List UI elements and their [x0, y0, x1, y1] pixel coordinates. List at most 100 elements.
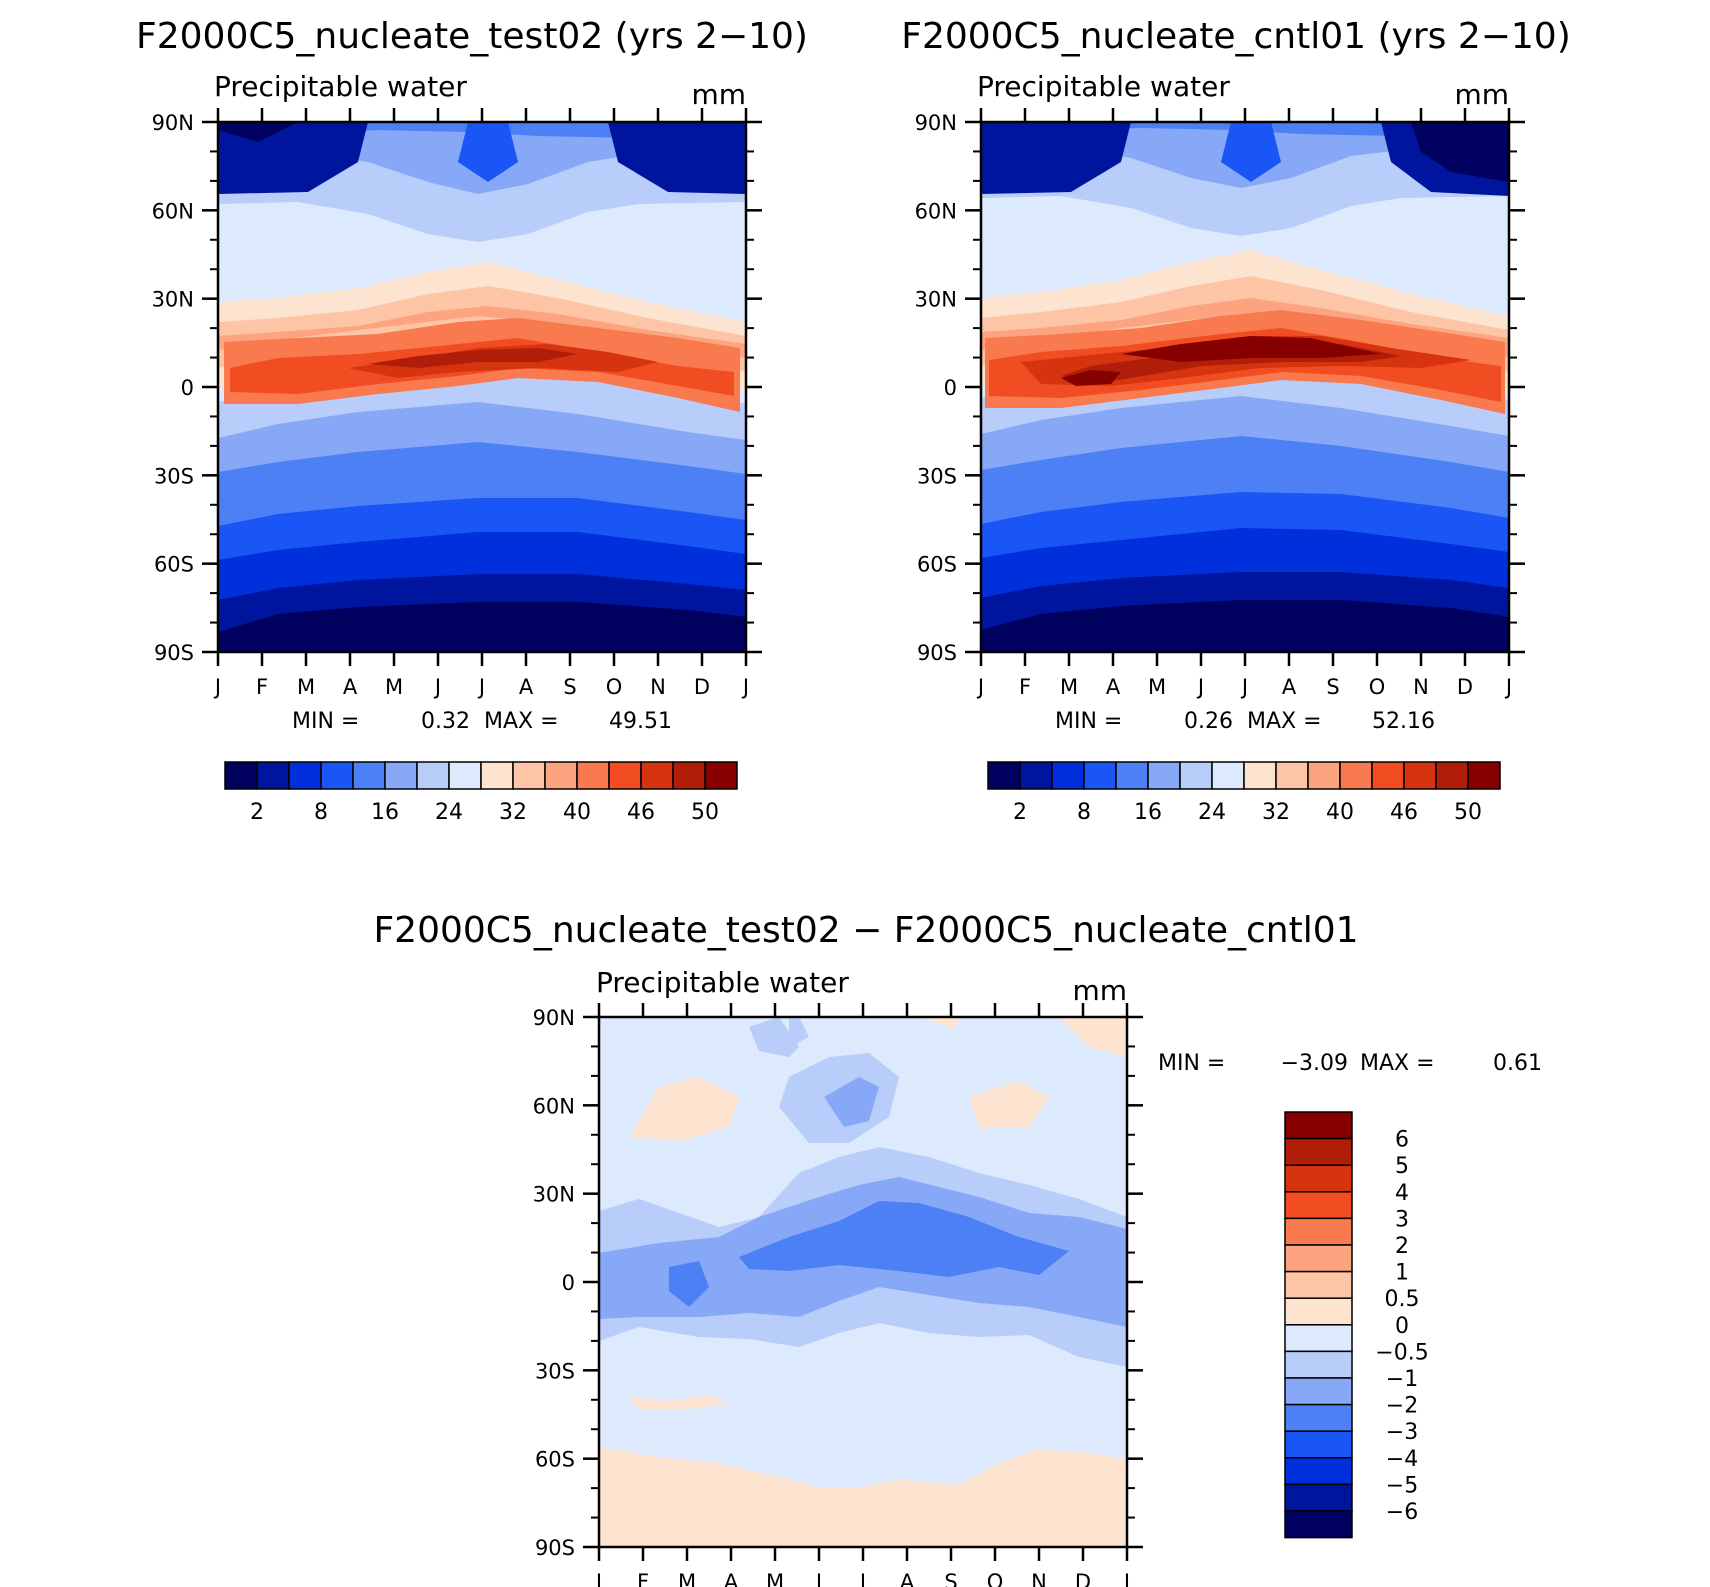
- colorbar-label: 46: [627, 800, 655, 825]
- x-tick-label: A: [1106, 675, 1121, 699]
- colorbar-box: [544, 761, 578, 790]
- panel-a-ticks: [202, 108, 762, 666]
- colorbar-label: 40: [563, 800, 591, 825]
- panel-b-min-value: 0.26: [1184, 709, 1233, 734]
- colorbar-box: [987, 761, 1021, 790]
- x-tick-label: J: [741, 675, 749, 699]
- x-tick-label: M: [297, 675, 315, 699]
- colorbar-label: −3: [1386, 1420, 1418, 1445]
- colorbar-label: 2: [1395, 1234, 1409, 1259]
- x-tick-label: J: [1122, 1570, 1130, 1587]
- panel-c-min-label: MIN =: [1158, 1051, 1225, 1076]
- colorbar-label: 4: [1395, 1181, 1409, 1206]
- x-tick-label: J: [814, 1570, 822, 1587]
- colorbar-label: 0: [1395, 1314, 1409, 1339]
- colorbar-label: 32: [499, 800, 527, 825]
- panel-c-title: F2000C5_nucleate_test02 − F2000C5_nuclea…: [373, 910, 1358, 951]
- colorbar-box: [1435, 761, 1469, 790]
- colorbar-label: −5: [1386, 1473, 1418, 1498]
- colorbar-box: [1284, 1191, 1353, 1220]
- panel-c-max-label: MAX =: [1360, 1051, 1435, 1076]
- colorbar-box: [1284, 1457, 1353, 1486]
- colorbar-label: −2: [1386, 1394, 1418, 1419]
- y-tick-label: 90N: [533, 1006, 575, 1030]
- panel-a-min-label: MIN =: [292, 709, 359, 734]
- colorbar-label: 40: [1326, 800, 1354, 825]
- x-tick-label: M: [385, 675, 403, 699]
- x-tick-label: D: [1075, 1570, 1091, 1587]
- x-tick-label: N: [1031, 1570, 1047, 1587]
- colorbar-box: [1284, 1430, 1353, 1459]
- y-tick-label: 30S: [535, 1359, 575, 1383]
- colorbar-box: [256, 761, 290, 790]
- colorbar-box: [1403, 761, 1437, 790]
- y-tick-label: 0: [181, 376, 194, 400]
- colorbar-box: [1211, 761, 1245, 790]
- colorbar-label: 8: [1077, 800, 1091, 825]
- colorbar-box: [1284, 1403, 1353, 1432]
- colorbar-box: [1467, 761, 1501, 790]
- panel-a-y-labels: 90N 60N 30N 0 30S 60S 90S: [152, 111, 194, 665]
- colorbar-box: [1284, 1111, 1353, 1140]
- y-tick-label: 60S: [917, 553, 957, 577]
- x-tick-label: M: [1060, 675, 1078, 699]
- colorbar-box: [1371, 761, 1405, 790]
- colorbar-label: 16: [1134, 800, 1162, 825]
- panel-b-max-label: MAX =: [1247, 709, 1322, 734]
- panel-b-ticks: [965, 108, 1525, 666]
- colorbar-box: [1284, 1483, 1353, 1512]
- panel-a-min-value: 0.32: [421, 709, 470, 734]
- colorbar-label: 2: [1013, 800, 1027, 825]
- colorbar-box: [480, 761, 514, 790]
- colorbar-label: 50: [691, 800, 719, 825]
- x-tick-label: A: [900, 1570, 915, 1587]
- y-tick-label: 90N: [915, 111, 957, 135]
- colorbar-box: [288, 761, 322, 790]
- colorbar-box: [1083, 761, 1117, 790]
- x-tick-label: J: [1240, 675, 1248, 699]
- x-tick-label: O: [606, 675, 623, 699]
- colorbar-box: [1284, 1164, 1353, 1193]
- y-tick-label: 30S: [154, 464, 194, 488]
- x-tick-label: J: [213, 675, 221, 699]
- x-tick-label: O: [1369, 675, 1386, 699]
- colorbar-box: [352, 761, 386, 790]
- colorbar-label: 24: [1198, 800, 1226, 825]
- colorbar-label: 46: [1390, 800, 1418, 825]
- panel-b-colorbar: 2 8 16 24 32 40 46 50: [987, 761, 1501, 825]
- x-tick-label: M: [678, 1570, 696, 1587]
- x-tick-label: M: [766, 1570, 784, 1587]
- y-tick-label: 90S: [917, 641, 957, 665]
- colorbar-box: [1147, 761, 1181, 790]
- colorbar-label: −1: [1386, 1367, 1418, 1392]
- y-tick-label: 90S: [535, 1536, 575, 1560]
- panel-c-ticks: [583, 1003, 1143, 1561]
- colorbar-box: [640, 761, 674, 790]
- y-tick-label: 0: [562, 1271, 575, 1295]
- panel-a-colorbar: 2 8 16 24 32 40 46 50: [224, 761, 738, 825]
- y-tick-label: 60N: [533, 1094, 575, 1118]
- colorbar-label: 16: [371, 800, 399, 825]
- colorbar-box: [672, 761, 706, 790]
- panel-c-stats: MIN = −3.09 MAX = 0.61: [1158, 1051, 1542, 1076]
- y-tick-label: 60N: [152, 199, 194, 223]
- panel-c-min-value: −3.09: [1281, 1051, 1348, 1076]
- x-tick-label: S: [563, 675, 576, 699]
- panel-a-title: F2000C5_nucleate_test02 (yrs 2−10): [136, 16, 808, 57]
- colorbar-label: 6: [1395, 1128, 1409, 1153]
- colorbar-box: [1019, 761, 1053, 790]
- y-tick-label: 30N: [533, 1183, 575, 1207]
- colorbar-box: [1284, 1270, 1353, 1299]
- panel-c-units: mm: [1072, 974, 1127, 1007]
- x-tick-label: J: [477, 675, 485, 699]
- colorbar-box: [1243, 761, 1277, 790]
- x-tick-label: N: [650, 675, 666, 699]
- colorbar-label: −0.5: [1375, 1340, 1428, 1365]
- colorbar-label: −6: [1386, 1500, 1418, 1525]
- panel-b-subtitle: Precipitable water: [977, 70, 1230, 103]
- x-tick-label: F: [256, 675, 268, 699]
- x-tick-label: O: [987, 1570, 1004, 1587]
